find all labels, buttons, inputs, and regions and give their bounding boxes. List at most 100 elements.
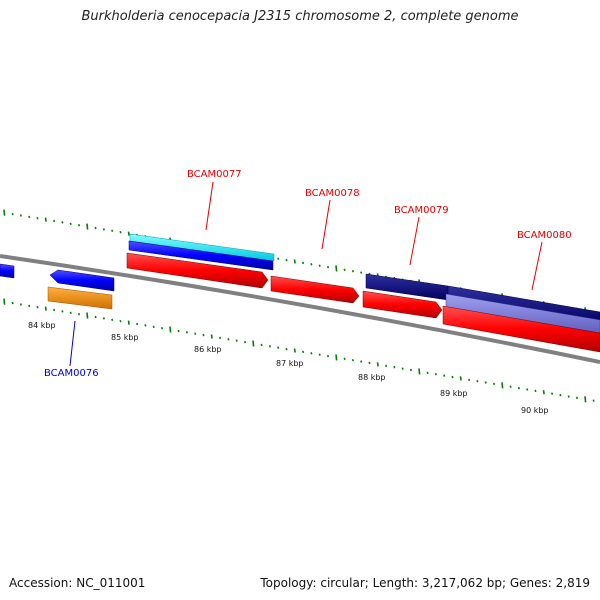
lower-scale-tick	[243, 340, 247, 344]
leader-line-BCAM0080	[531, 241, 543, 291]
lower-scale-tick	[19, 303, 22, 306]
lower-scale-tick	[592, 399, 595, 402]
gene-label-BCAM0080[interactable]: BCAM0080	[517, 230, 572, 241]
tick-label-87kbp: 87 kbp	[276, 359, 304, 368]
gene-feature-BCAM0077-cyan[interactable]	[129, 233, 275, 262]
gene-feature-BCAM0078[interactable]	[270, 275, 360, 304]
lower-scale-tick	[360, 360, 363, 363]
lower-scale-tick	[36, 305, 39, 309]
lower-scale-tick	[277, 346, 280, 349]
upper-scale-tick	[11, 212, 14, 216]
upper-scale-tick	[77, 223, 81, 227]
lower-scale-tick	[144, 324, 147, 327]
gene-feature-BCAM0077-blue[interactable]	[128, 240, 274, 271]
lower-scale-tick	[409, 368, 413, 372]
lower-scale-tick	[434, 372, 437, 376]
lower-scale-tick	[210, 334, 213, 339]
lower-scale-tick	[542, 390, 545, 395]
lower-scale-tick	[194, 332, 197, 335]
lower-scale-tick	[318, 353, 321, 356]
upper-scale-tick	[335, 265, 338, 272]
lower-scale-tick	[351, 358, 354, 362]
upper-scale-tick	[86, 223, 89, 230]
lower-scale-tick	[534, 389, 537, 393]
lower-scale-tick	[160, 326, 164, 330]
tick-label-84kbp: 84 kbp	[28, 321, 56, 330]
lower-scale-tick	[44, 306, 47, 311]
lower-scale-tick	[343, 357, 346, 361]
upper-scale-tick	[326, 265, 330, 269]
lower-scale-tick	[451, 375, 454, 379]
leader-line-BCAM0077	[205, 181, 214, 231]
lower-scale-tick	[102, 317, 105, 320]
gene-label-BCAM0079[interactable]: BCAM0079	[394, 205, 449, 216]
lower-scale-tick	[61, 310, 64, 313]
lower-scale-tick	[584, 396, 587, 403]
upper-scale-tick	[36, 216, 39, 220]
lower-scale-tick	[219, 336, 222, 340]
map-title: Burkholderia cenocepacia J2315 chromosom…	[81, 9, 519, 24]
upper-scale-tick	[318, 264, 321, 267]
lower-scale-tick	[235, 339, 238, 342]
upper-scale-tick	[343, 268, 346, 272]
gene-label-BCAM0077[interactable]: BCAM0077	[187, 169, 242, 180]
lower-scale-tick	[94, 315, 97, 319]
gene-feature-BCAM0077[interactable]	[126, 252, 269, 289]
gene-feature-reverse-left-edge[interactable]	[0, 263, 15, 279]
lower-scale-tick	[418, 368, 421, 375]
lower-scale-tick	[393, 365, 396, 369]
lower-scale-tick	[492, 382, 496, 386]
upper-scale-tick	[53, 219, 56, 223]
gene-feature-BCAM0079[interactable]	[362, 290, 443, 319]
lower-scale-tick	[368, 361, 371, 365]
lower-scale-tick	[459, 376, 462, 381]
lower-scale-tick	[501, 382, 504, 389]
gene-label-BCAM0076[interactable]: BCAM0076	[44, 368, 99, 379]
lower-scale-tick	[11, 301, 14, 305]
lower-scale-tick	[293, 348, 296, 353]
lower-scale-tick	[509, 385, 512, 388]
upper-scale-tick	[111, 229, 114, 233]
tick-label-89kbp: 89 kbp	[440, 389, 468, 398]
lower-scale-tick	[260, 343, 263, 347]
lower-scale-tick	[401, 367, 404, 370]
lower-scale-tick	[136, 322, 139, 326]
lower-scale-tick	[268, 345, 271, 348]
upper-scale-tick	[285, 258, 288, 262]
lower-scale-tick	[111, 318, 114, 322]
lower-scale-tick	[575, 396, 579, 400]
tick-label-85kbp: 85 kbp	[111, 333, 139, 342]
lower-scale-tick	[476, 379, 479, 383]
lower-scale-tick	[202, 333, 205, 337]
gene-feature-BCAM0080[interactable]	[442, 305, 600, 353]
upper-scale-tick	[94, 226, 97, 230]
upper-scale-tick	[102, 228, 105, 231]
lower-scale-tick	[426, 371, 429, 375]
lower-scale-tick	[185, 331, 188, 334]
lower-scale-tick	[567, 395, 570, 398]
lower-scale-tick	[119, 319, 122, 323]
lower-scale-tick	[285, 347, 288, 351]
lower-scale-tick	[252, 340, 255, 347]
lower-scale-tick	[517, 386, 520, 390]
lower-scale-tick	[169, 326, 172, 333]
gene-feature-BCAM0080-lavender[interactable]	[445, 293, 600, 334]
lower-scale-tick	[559, 393, 562, 397]
lower-scale-tick	[28, 304, 31, 308]
lower-scale-tick	[376, 362, 379, 367]
upper-scale-tick	[310, 263, 313, 266]
gene-feature-BCAM0076[interactable]	[49, 269, 115, 292]
lower-scale-tick	[326, 354, 330, 358]
leader-line-BCAM0078	[321, 199, 331, 250]
lower-scale-tick	[484, 381, 487, 384]
lower-scale-tick	[335, 354, 338, 361]
gene-label-BCAM0078[interactable]: BCAM0078	[305, 188, 360, 199]
gene-feature-BCAM0076-orange[interactable]	[47, 286, 113, 310]
upper-scale-tick	[360, 271, 363, 274]
topology-summary: Topology: circular; Length: 3,217,062 bp…	[260, 576, 590, 590]
upper-scale-tick	[119, 230, 122, 234]
tick-label-90kbp: 90 kbp	[521, 406, 549, 415]
lower-scale-tick	[69, 311, 72, 315]
leader-line-BCAM0079	[409, 216, 420, 266]
